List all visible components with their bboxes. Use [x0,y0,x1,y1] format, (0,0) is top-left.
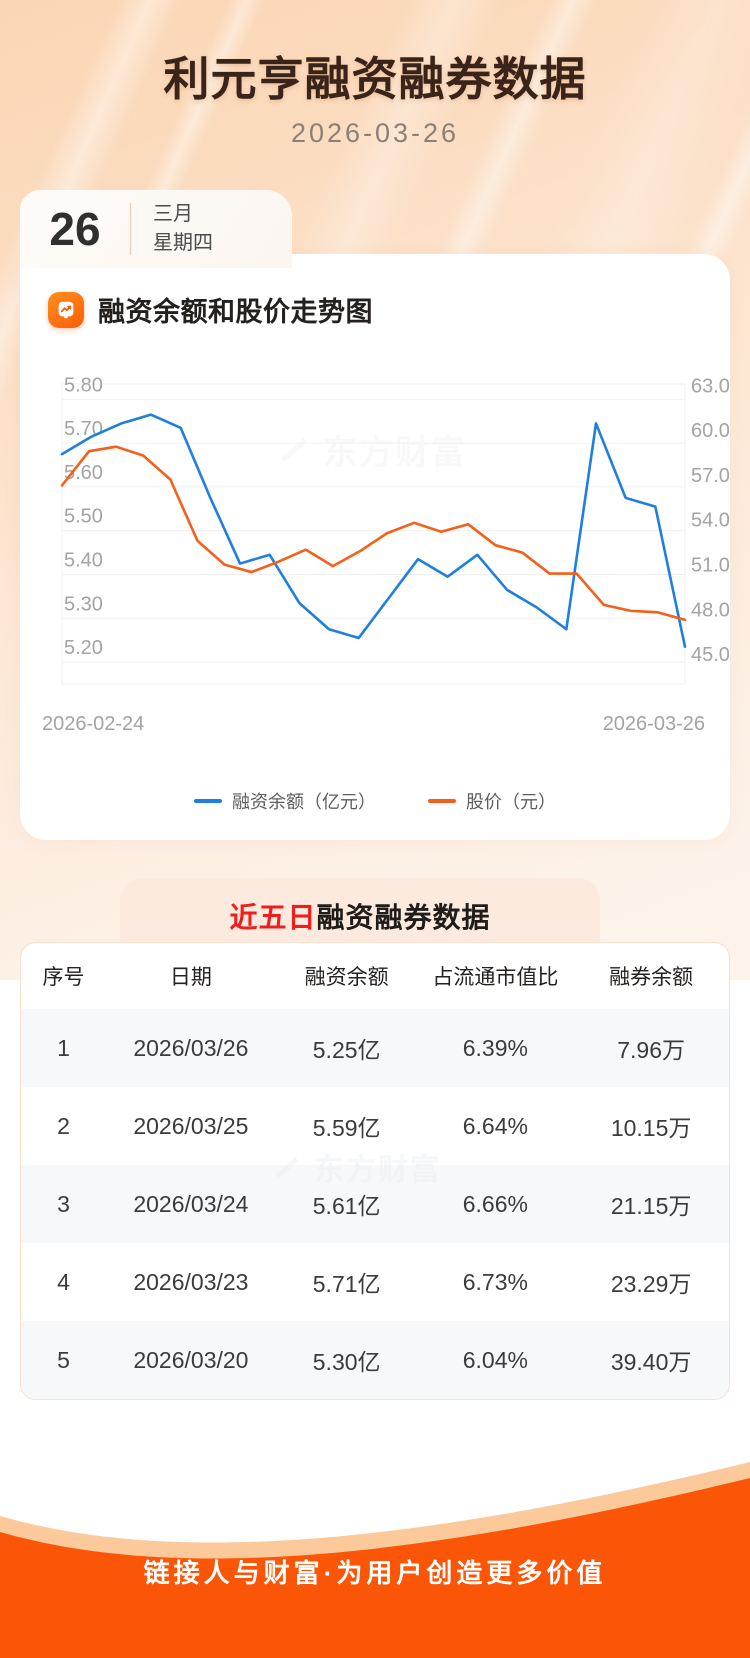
table-body: 1 2026/03/26 5.25亿 6.39% 7.96万 2 2026/03/25 5.5… [21,1009,729,1399]
y-axis-left-tick: 5.50 [64,506,103,528]
series-line-price [60,445,687,622]
cell-idx: 4 [57,1268,70,1295]
table-row[interactable]: 2 2026/03/25 5.59亿 6.64% 10.15万 [21,1087,729,1165]
x-axis-end-label: 2026-03-26 [603,713,705,735]
cell-date: 2026/03/20 [133,1346,249,1373]
table-banner-title: 近五日融资融券数据 [229,896,490,936]
cell-date: 2026/03/25 [133,1112,249,1139]
footer-slogan: 链接人与财富·为用户创造更多价值 [143,1558,607,1588]
cell-balance: 5.25亿 [312,1037,381,1063]
cell-idx: 5 [57,1346,70,1373]
date-month: 三月 [153,203,193,225]
date-chip: 26 三月 星期四 [20,190,292,268]
legend-swatch-price [428,799,456,803]
table-banner-highlight: 近五日 [229,902,317,933]
cell-balance: 5.61亿 [312,1193,381,1219]
chart-title: 融资余额和股价走势图 [98,297,373,327]
chart-legend: 融资余额（亿元） 股价（元） [20,784,730,818]
legend-item-financing[interactable]: 融资余额（亿元） [194,788,376,814]
cell-sec: 39.40万 [610,1349,692,1375]
y-axis-left-tick: 5.20 [64,637,103,659]
y-axis-left-tick: 5.70 [64,418,103,440]
y-axis-left-tick: 5.30 [64,593,103,615]
table-row[interactable]: 3 2026/03/24 5.61亿 6.66% 21.15万 [21,1165,729,1243]
chart-card: 融资余额和股价走势图 5.20 5.30 5.40 5.50 5.60 5.70 5.80 4… [20,254,741,840]
table-banner-rest: 融资融券数据 [316,902,491,933]
chart-header: 融资余额和股价走势图 [20,254,730,329]
y-axis-left-tick: 5.40 [64,550,103,572]
table-row[interactable]: 1 2026/03/26 5.25亿 6.39% 7.96万 [21,1009,729,1087]
margin-trading-table: 序号 日期 融资余额 占流通市值比 融券余额 1 2026/03/26 5.25亿 6… [21,943,729,1399]
cell-sec: 23.29万 [610,1271,692,1297]
cell-pct: 6.64% [462,1112,528,1139]
page-footer: 链接人与财富·为用户创造更多价值 [0,1428,750,1658]
legend-label-financing: 融资余额（亿元） [232,792,376,812]
series-line-financing [60,413,687,649]
cell-pct: 6.04% [462,1346,528,1373]
cell-sec: 10.15万 [610,1115,692,1141]
th-sec: 融券余额 [609,966,694,989]
cell-sec: 21.15万 [610,1193,692,1219]
cell-balance: 5.30亿 [312,1349,381,1375]
data-table-container: 序号 日期 融资余额 占流通市值比 融券余额 1 2026/03/26 5.25亿 6… [20,942,730,1400]
th-index: 序号 [42,966,85,989]
cell-balance: 5.59亿 [312,1115,381,1141]
date-divider [130,203,131,255]
page-subtitle-date: 2026-03-26 [290,118,460,148]
cell-pct: 6.73% [462,1268,528,1295]
cell-date: 2026/03/24 [133,1190,249,1217]
legend-swatch-financing [194,799,222,803]
cell-idx: 1 [57,1034,70,1061]
cell-balance: 5.71亿 [312,1271,381,1297]
table-head: 序号 日期 融资余额 占流通市值比 融券余额 [21,943,729,1009]
chart-plot-area: 5.20 5.30 5.40 5.50 5.60 5.70 5.80 45.00 48.00 51… [20,344,741,764]
cell-pct: 6.66% [462,1190,528,1217]
line-chart-svg: 5.20 5.30 5.40 5.50 5.60 5.70 5.80 45.00 48.00 51… [42,374,741,735]
cell-pct: 6.39% [462,1034,528,1061]
th-date: 日期 [169,966,212,989]
y-axis-right-tick: 63.00 [691,375,730,397]
table-row[interactable]: 4 2026/03/23 5.71亿 6.73% 23.29万 [21,1243,729,1321]
y-axis-left-tick: 5.60 [64,462,103,484]
chart-trend-icon [48,291,84,328]
y-axis-right-tick: 48.00 [691,599,730,621]
table-row[interactable]: 5 2026/03/20 5.30亿 6.04% 39.40万 [21,1321,729,1399]
y-axis-left-tick: 5.80 [64,374,103,396]
cell-date: 2026/03/23 [133,1268,249,1295]
y-axis-right-tick: 57.00 [691,465,730,487]
legend-label-price: 股价（元） [466,792,556,812]
th-balance: 融资余额 [304,966,389,989]
table-card: 近五日融资融券数据 序号 日期 融资余额 占流通市值比 融券余额 1 2026/0… [20,862,730,1402]
y-axis-right-tick: 54.00 [691,510,730,532]
cell-sec: 7.96万 [617,1037,685,1063]
footer-wave [0,1462,750,1658]
y-axis-right-tick: 60.00 [691,420,730,442]
cell-idx: 3 [57,1190,70,1217]
cell-date: 2026/03/26 [133,1034,249,1061]
legend-item-price[interactable]: 股价（元） [428,788,556,814]
x-axis-start-label: 2026-02-24 [42,713,144,735]
cell-idx: 2 [57,1112,70,1139]
date-weekday: 星期四 [153,232,213,254]
y-axis-right-tick: 45.00 [691,644,730,666]
page-title: 利元亨融资融券数据 [163,53,587,105]
y-axis-right-tick: 51.00 [691,555,730,577]
th-pct: 占流通市值比 [432,966,559,989]
table-banner: 近五日融资融券数据 [120,878,600,954]
date-day: 26 [49,203,101,255]
date-info: 三月 星期四 [131,200,213,258]
table-header-row: 序号 日期 融资余额 占流通市值比 融券余额 [21,943,729,1009]
page-header: 利元亨融资融券数据 2026-03-26 [0,0,750,200]
